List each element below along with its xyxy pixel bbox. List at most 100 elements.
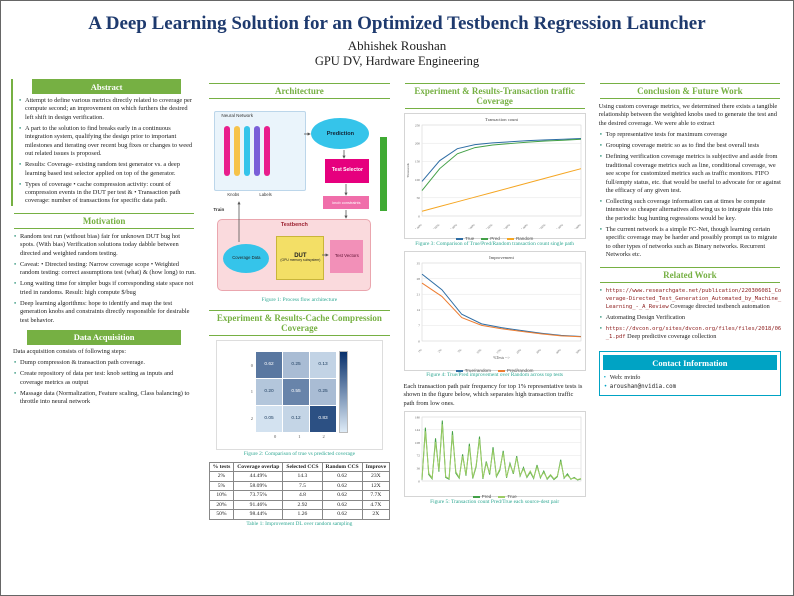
svg-text:7: 7 [418,324,420,328]
poster-author: Abhishek Roushan [347,38,447,53]
legend-item: True/random [455,368,491,373]
legend-swatch [506,237,514,240]
svg-text:250: 250 [414,123,419,127]
table-cell: 44.49% [233,471,284,482]
legend-item: True [498,494,517,499]
legend-item: True [455,236,474,241]
svg-text:36: 36 [416,467,420,471]
svg-text:28: 28 [416,277,420,281]
table-cell: 20% [208,499,235,511]
heatmap: 0 1 2 0.62 0.25 0.13 0.20 0.55 0.25 0.05 0.12 0.83 [251,350,348,433]
legend-item: Random [506,236,533,241]
section-abstract: Abstract Attempt to define various metri… [11,79,197,206]
bullet-item: Dump compression & transaction path cove… [14,359,196,368]
conclusion-heading: Conclusion & Future Work [599,83,780,99]
heatmap-cell: 0.12 [283,405,309,432]
legend-item: Pred [481,236,500,241]
svg-text:25.00%: 25.00% [483,223,493,229]
figure4-caption: Figure 4: True/Pred improvement over Ran… [426,372,564,379]
legend-swatch [497,369,505,372]
related-work-text: Coverage directed testbench automation [670,302,770,310]
legend-swatch [481,237,489,240]
related-work-link[interactable]: https://www.researchgate.net/publication… [605,287,782,310]
table-cell: 2% [208,471,235,482]
table-cell: 23X [361,471,391,482]
svg-text:15%: 15% [495,348,502,355]
related-work-list: https://www.researchgate.net/publication… [597,287,783,342]
svg-text:14: 14 [416,308,420,312]
conclusion-bullets: Top representative tests for maximum cov… [597,131,783,259]
svg-text:50%: 50% [574,348,581,355]
bullet-item: Massage data (Normalization, Feature sca… [14,390,196,407]
table-cell: 98.44% [233,509,284,520]
column-3: Experiment & Results-Transaction traffic… [402,76,588,531]
contact-box: Contact Information Web: nvinfoaroushan@… [598,351,781,397]
transaction-body: Each transaction path pair frequency for… [403,382,583,407]
table-row: 2% 44.49% 14.3 0.62 23X [208,471,391,482]
testbench-container: Testbench Coverage Data DUT (GPU memory … [217,219,372,291]
svg-text:2%: 2% [436,348,442,354]
svg-text:Transaction count: Transaction count [485,117,519,122]
bullet-item: Top representative tests for maximum cov… [600,131,782,140]
abstract-heading: Abstract [32,79,182,94]
related-work-text: Automating Design Verification [605,314,686,322]
contact-list: Web: nvinfoaroushan@nvidia.com [600,373,780,391]
svg-text:20%: 20% [515,348,522,355]
heatmap-cell: 0.62 [256,351,282,378]
dut-sublabel: (GPU memory subsystem) [280,258,321,263]
prediction-node: Prediction [311,118,370,149]
svg-text:50: 50 [416,196,420,200]
svg-text:Improvement: Improvement [489,255,514,260]
chart-legend: True/random Pred/random [405,366,585,375]
data-acquisition-bullets: Dump compression & transaction path cove… [11,359,197,406]
svg-text:21: 21 [416,292,420,296]
column-2: Architecture Neural Network Prediction T… [206,76,392,531]
test-selector-node: Test Selector [325,159,370,183]
bullet-item: Web: nvinfo [604,373,776,383]
architecture-heading: Architecture [209,83,390,99]
legend-swatch [455,237,463,240]
svg-text:50.00%: 50.00% [572,223,582,229]
confusion-heatmap-chart: 0 1 2 0.62 0.25 0.13 0.20 0.55 0.25 0.05 0.12 0.83 0… [216,339,383,450]
heatmap-cell: 0.55 [283,378,309,405]
svg-text:15.00%: 15.00% [448,223,458,229]
bullet-item: Results: Coverage- existing random test … [19,161,196,178]
neural-network-layers [224,126,271,176]
motivation-heading: Motivation [14,212,195,229]
transaction-count-chart: 0 50 100 150 200 250 5.00% 10.00% 15.00% 20.00% 25… [403,113,586,241]
bullet-item: Collecting such coverage information can… [600,198,782,223]
table-cell: 0.62 [321,490,363,501]
dut-label: DUT [294,253,307,260]
table-cell: 2X [361,509,391,520]
column-1: Abstract Attempt to define various metri… [11,76,197,531]
svg-text:35: 35 [416,261,420,265]
nn-layer-bar [234,126,241,176]
table-cell: 7.5 [282,480,323,492]
test-vectors-node: Test Vectors [330,240,364,273]
table-cell: 5% [208,480,235,492]
heatmap-cell: 0.20 [256,378,282,405]
related-work-link[interactable]: https://dvcon.org/sites/dvcon.org/files/… [605,326,782,341]
poster-header: A Deep Learning Solution for an Optimize… [11,5,783,73]
table1-caption: Table 1: Improvement DL over random samp… [246,521,353,527]
nn-layer-bar [224,126,231,176]
bullet-item: Grouping coverage metric so as to find t… [600,142,782,151]
data-acquisition-intro: Data acquisition consists of following s… [13,347,127,355]
svg-text:0: 0 [418,480,420,484]
generator-bar [380,137,388,211]
svg-text:100: 100 [414,178,419,182]
legend-swatch [498,496,506,499]
nn-layer-bar [264,126,271,176]
svg-text:1%: 1% [416,348,422,354]
table-cell: 2.92 [282,499,323,511]
svg-text:40.00%: 40.00% [536,223,546,229]
bullet-item: Defining verification coverage metrics i… [600,153,782,195]
bullet-item: Long waiting time for simpler bugs if co… [14,280,196,297]
chart-legend: Pred True [405,492,585,501]
conclusion-intro: Using custom coverage metrics, we determ… [598,103,778,127]
abstract-bullets: Attempt to define various metrics direct… [16,97,197,206]
table-cell: 0.62 [321,480,363,492]
coverage-data-node: Coverage Data [223,244,270,273]
svg-text:0: 0 [418,339,420,343]
